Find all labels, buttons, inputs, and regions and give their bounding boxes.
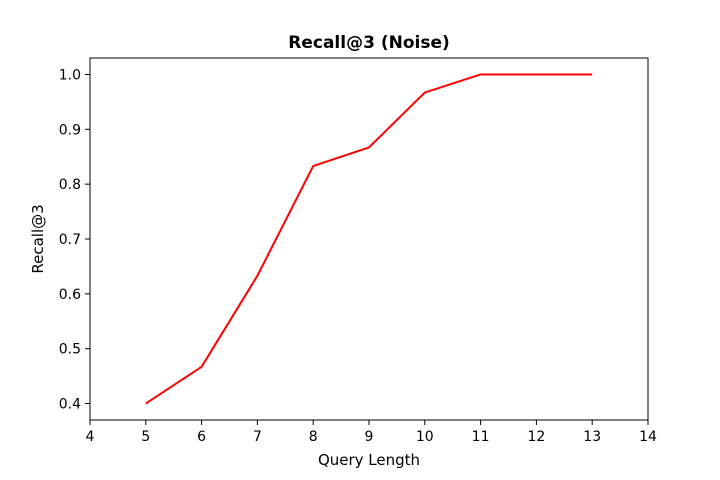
x-tick-label: 14 <box>639 429 657 445</box>
series-line-0 <box>145 73 593 405</box>
y-tick-label: 0.7 <box>59 232 81 248</box>
x-axis-ticks: 4 5 6 7 8 9 10 11 12 13 14 <box>86 420 657 445</box>
x-tick-label: 12 <box>527 429 545 445</box>
x-tick-label: 6 <box>197 429 206 445</box>
x-tick-label: 4 <box>86 429 95 445</box>
y-tick-label: 0.4 <box>59 397 81 413</box>
y-tick-label: 0.9 <box>59 122 81 138</box>
x-tick-label: 9 <box>365 429 374 445</box>
y-axis-label: Recall@3 <box>29 204 47 273</box>
y-tick-label: 1.0 <box>59 67 81 83</box>
y-tick-label: 0.8 <box>59 177 81 193</box>
chart-title: Recall@3 (Noise) <box>288 33 450 53</box>
y-tick-label: 0.5 <box>59 342 81 358</box>
plot-frame <box>89 57 649 421</box>
x-tick-label: 8 <box>309 429 318 445</box>
x-tick-label: 10 <box>416 429 434 445</box>
plot-area <box>145 73 593 405</box>
x-tick-label: 11 <box>472 429 490 445</box>
x-tick-label: 7 <box>253 429 262 445</box>
x-axis-label: Query Length <box>318 451 420 469</box>
y-axis-ticks: 0.4 0.5 0.6 0.7 0.8 0.9 1.0 <box>59 67 90 413</box>
x-tick-label: 13 <box>583 429 601 445</box>
y-tick-label: 0.6 <box>59 287 81 303</box>
x-tick-label: 5 <box>141 429 150 445</box>
